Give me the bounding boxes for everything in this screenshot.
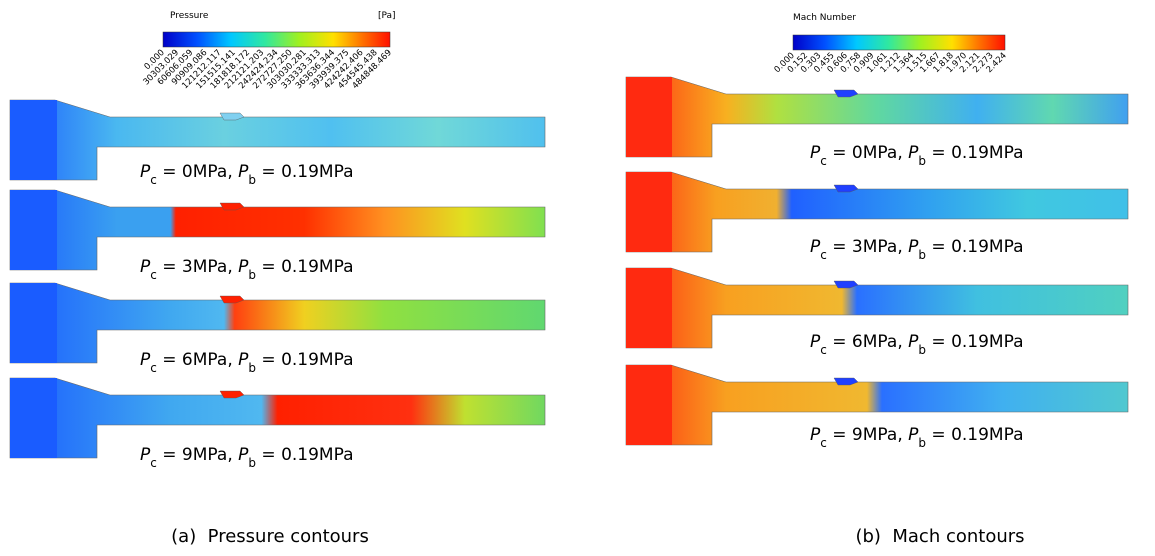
label-part: = 0.19MPa (926, 237, 1023, 257)
inlet-block (10, 190, 57, 270)
inlet-block (10, 378, 57, 458)
label-part: = 0.19MPa (256, 445, 353, 465)
contour-label: Pc = 6MPa, Pb = 0.19MPa (140, 350, 354, 375)
inlet-block (10, 283, 57, 363)
colorbar-title: Pressure (170, 11, 209, 21)
contour-label: Pc = 3MPa, Pb = 0.19MPa (140, 257, 354, 282)
label-part: c (150, 173, 157, 187)
inlet-block (626, 172, 672, 252)
label-part: c (820, 248, 827, 262)
label-part: = 0.19MPa (926, 425, 1023, 445)
contour-label: Pc = 9MPa, Pb = 0.19MPa (140, 445, 354, 470)
figure: Pressure[Pa]0.00030303.02960606.05990909… (0, 0, 1155, 552)
label-part: c (820, 154, 827, 168)
label-part: = 6MPa, (157, 350, 238, 370)
contour-label: Pc = 6MPa, Pb = 0.19MPa (810, 332, 1024, 357)
label-part: b (918, 343, 926, 357)
contour-label: Pc = 9MPa, Pb = 0.19MPa (810, 425, 1024, 450)
colorbar-title: Mach Number (793, 13, 856, 23)
colorbar (793, 35, 1005, 50)
label-part: c (150, 456, 157, 470)
label-part: = 0.19MPa (926, 143, 1023, 163)
label-part: c (150, 268, 157, 282)
inlet-block (626, 77, 672, 157)
label-part: c (150, 361, 157, 375)
inlet-block (10, 100, 57, 180)
label-part: b (918, 436, 926, 450)
label-part: = 6MPa, (827, 332, 908, 352)
label-part: = 0.19MPa (256, 350, 353, 370)
panel-caption: (b) Mach contours (855, 526, 1024, 547)
contour-label: Pc = 0MPa, Pb = 0.19MPa (140, 162, 354, 187)
label-part: = 3MPa, (157, 257, 238, 277)
label-part: c (820, 436, 827, 450)
inlet-block (626, 365, 672, 445)
label-part: = 9MPa, (157, 445, 238, 465)
label-part: b (248, 456, 256, 470)
panel: Mach Number0.0000.1520.3030.4550.6060.75… (626, 13, 1128, 547)
label-part: = 0.19MPa (926, 332, 1023, 352)
panel: Pressure[Pa]0.00030303.02960606.05990909… (10, 11, 545, 547)
contour-label: Pc = 3MPa, Pb = 0.19MPa (810, 237, 1024, 262)
label-part: = 0MPa, (827, 143, 908, 163)
label-part: b (248, 361, 256, 375)
label-part: = 9MPa, (827, 425, 908, 445)
contour-label: Pc = 0MPa, Pb = 0.19MPa (810, 143, 1024, 168)
label-part: b (918, 248, 926, 262)
label-part: = 0.19MPa (256, 257, 353, 277)
label-part: b (918, 154, 926, 168)
colorbar (163, 32, 390, 47)
inlet-block (626, 268, 672, 348)
label-part: = 3MPa, (827, 237, 908, 257)
colorbar-unit: [Pa] (378, 11, 396, 21)
label-part: = 0.19MPa (256, 162, 353, 182)
panel-caption: (a) Pressure contours (171, 526, 369, 547)
label-part: b (248, 173, 256, 187)
label-part: c (820, 343, 827, 357)
label-part: = 0MPa, (157, 162, 238, 182)
label-part: b (248, 268, 256, 282)
